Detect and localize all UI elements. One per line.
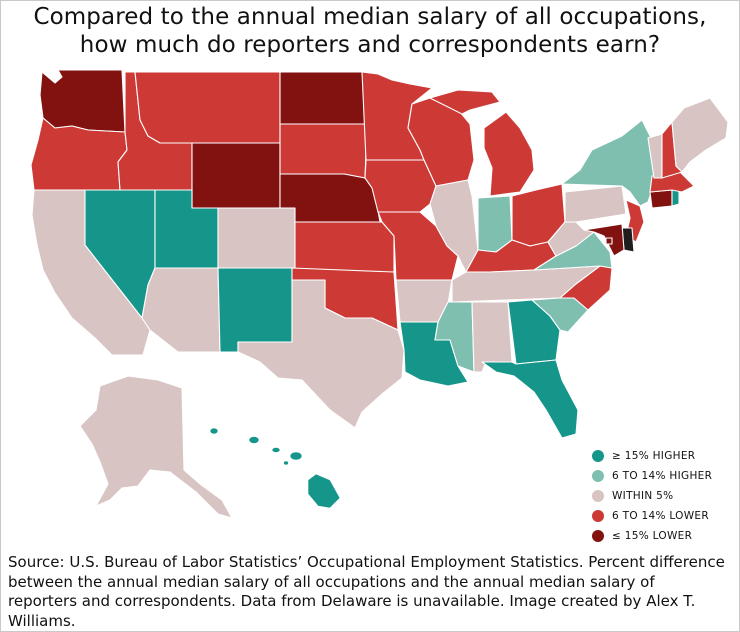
state-maine (671, 97, 729, 173)
state-iowa (364, 159, 437, 213)
state-nebraska (279, 173, 381, 223)
legend-swatch-higher15 (592, 450, 604, 462)
legend-label-higher15: ≥ 15% HIGHER (612, 450, 696, 462)
legend-swatch-lower6-14 (592, 510, 604, 522)
legend-swatch-higher6-14 (592, 470, 604, 482)
state-colorado (217, 207, 296, 269)
state-north-carolina (559, 265, 613, 311)
district-of-columbia (605, 237, 613, 245)
legend-swatch-within5 (592, 490, 604, 502)
legend-item-higher15: ≥ 15% HIGHER (592, 446, 732, 466)
state-wyoming (191, 142, 281, 209)
state-south-dakota (279, 123, 368, 179)
state-michigan (429, 89, 535, 197)
map-legend: ≥ 15% HIGHER 6 TO 14% HIGHER WITHIN 5% 6… (592, 446, 732, 546)
legend-label-lower15: ≤ 15% LOWER (612, 530, 693, 542)
legend-label-lower6-14: 6 TO 14% LOWER (612, 510, 709, 522)
map-title: Compared to the annual median salary of … (0, 3, 740, 59)
state-missouri (377, 211, 459, 281)
state-pennsylvania (564, 185, 627, 223)
legend-swatch-lower15 (592, 530, 604, 542)
state-kansas (294, 221, 395, 273)
state-arizona (141, 267, 221, 353)
state-texas (237, 279, 405, 429)
title-line-1: Compared to the annual median salary of … (33, 4, 707, 30)
state-new-mexico (217, 267, 293, 353)
state-maryland (583, 223, 625, 257)
state-rhode-island (671, 189, 680, 207)
legend-item-lower15: ≤ 15% LOWER (592, 526, 732, 546)
legend-label-within5: WITHIN 5% (612, 490, 674, 502)
state-alaska (79, 375, 233, 519)
source-note: Source: U.S. Bureau of Labor Statistics’… (8, 553, 725, 630)
legend-item-lower6-14: 6 TO 14% LOWER (592, 506, 732, 526)
title-line-2: how much do reporters and correspondents… (79, 32, 661, 58)
state-florida (481, 359, 579, 439)
state-montana (134, 71, 281, 144)
state-hawaii (209, 427, 341, 509)
state-illinois (429, 179, 479, 273)
state-north-dakota (279, 71, 368, 125)
legend-item-within5: WITHIN 5% (592, 486, 732, 506)
state-connecticut (649, 189, 673, 209)
legend-item-higher6-14: 6 TO 14% HIGHER (592, 466, 732, 486)
legend-label-higher6-14: 6 TO 14% HIGHER (612, 470, 713, 482)
state-washington (39, 69, 126, 133)
